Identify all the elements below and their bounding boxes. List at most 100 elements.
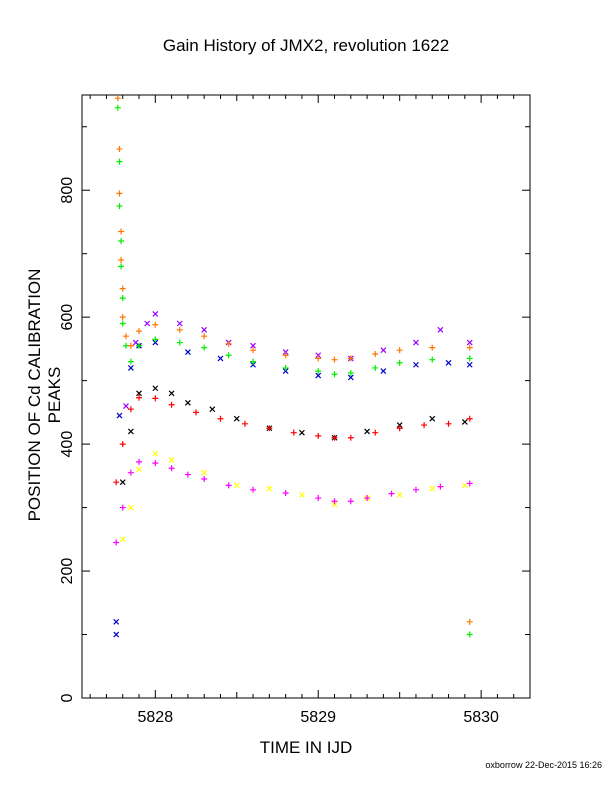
data-point (266, 425, 273, 432)
data-point (437, 483, 444, 490)
data-point (396, 425, 403, 432)
data-point (372, 364, 379, 371)
data-point (461, 418, 468, 425)
data-point (437, 326, 444, 333)
data-point (364, 428, 371, 435)
data-point (413, 339, 419, 346)
data-point (250, 347, 257, 354)
data-point (201, 326, 208, 333)
data-point (282, 349, 289, 355)
data-point (466, 631, 473, 638)
data-point (380, 368, 387, 375)
data-point (152, 321, 159, 328)
data-point (144, 320, 151, 327)
data-point (176, 320, 183, 327)
data-point (168, 465, 175, 472)
data-point (331, 501, 338, 508)
data-point (282, 489, 289, 496)
data-point (347, 434, 354, 441)
data-point (466, 344, 473, 351)
data-point (118, 237, 125, 244)
data-point (168, 401, 175, 408)
data-point (127, 406, 134, 413)
data-point (118, 257, 125, 264)
data-point (217, 415, 224, 422)
data-point (347, 370, 354, 377)
data-point (429, 415, 436, 422)
data-point (118, 228, 125, 235)
data-point (176, 326, 183, 333)
footer-credit: oxborrow 22-Dec-2015 16:26 (485, 760, 602, 770)
data-point (331, 434, 338, 441)
data-point (412, 486, 419, 493)
series-6 (114, 104, 473, 638)
data-point (152, 450, 159, 457)
data-point (184, 349, 191, 355)
data-point (250, 361, 256, 368)
data-point (364, 495, 371, 502)
data-point (114, 95, 121, 102)
data-point (445, 359, 452, 366)
data-point (315, 432, 322, 439)
data-point (127, 342, 134, 349)
data-point (176, 339, 183, 346)
data-point (250, 342, 256, 349)
data-point (372, 350, 379, 357)
data-point (396, 491, 403, 498)
plot-border (81, 94, 531, 699)
data-point (315, 355, 322, 362)
data-point (123, 403, 129, 409)
data-point (113, 618, 120, 625)
y-tick-label: 400 (59, 431, 76, 458)
chart-title: Gain History of JMX2, revolution 1622 (162, 36, 450, 55)
data-point (331, 371, 338, 378)
data-point (282, 352, 289, 359)
data-point (217, 355, 224, 362)
data-point (466, 415, 473, 422)
data-point (429, 356, 436, 363)
data-point (113, 479, 120, 486)
x-tick-label: 5828 (138, 709, 174, 726)
data-point (201, 476, 208, 483)
data-point (331, 498, 338, 505)
data-point (184, 399, 191, 406)
data-point (193, 409, 200, 416)
data-point (127, 469, 134, 476)
data-point (119, 441, 126, 448)
data-point (347, 374, 354, 381)
data-point (119, 314, 126, 321)
data-point (136, 458, 143, 465)
plot-frame: 5828 5829 5830 0 200 400 600 800 (59, 94, 531, 726)
data-point (184, 471, 191, 478)
data-point (136, 466, 142, 473)
data-point (136, 342, 143, 349)
data-point (266, 485, 273, 492)
data-point (233, 415, 240, 422)
data-point (466, 339, 473, 346)
data-point (347, 355, 354, 362)
data-point (315, 368, 322, 375)
data-point (113, 539, 120, 546)
data-point (299, 491, 305, 498)
data-point (331, 356, 338, 363)
y-tick-label: 200 (59, 558, 76, 585)
data-point (127, 504, 134, 511)
data-point (132, 339, 139, 346)
data-point (152, 339, 159, 346)
data-point (116, 145, 123, 152)
data-point (119, 504, 126, 511)
data-point (299, 429, 305, 436)
data-point (116, 203, 123, 210)
data-point (152, 460, 159, 467)
data-point (119, 285, 126, 292)
series-3 (113, 394, 473, 486)
data-point (116, 412, 123, 419)
series-4 (113, 339, 473, 638)
data-point (127, 365, 134, 371)
data-point (225, 482, 232, 489)
y-tick-label: 600 (59, 304, 76, 331)
data-point (380, 347, 387, 354)
data-point (136, 328, 143, 335)
data-point (372, 429, 379, 436)
data-point (201, 344, 208, 351)
